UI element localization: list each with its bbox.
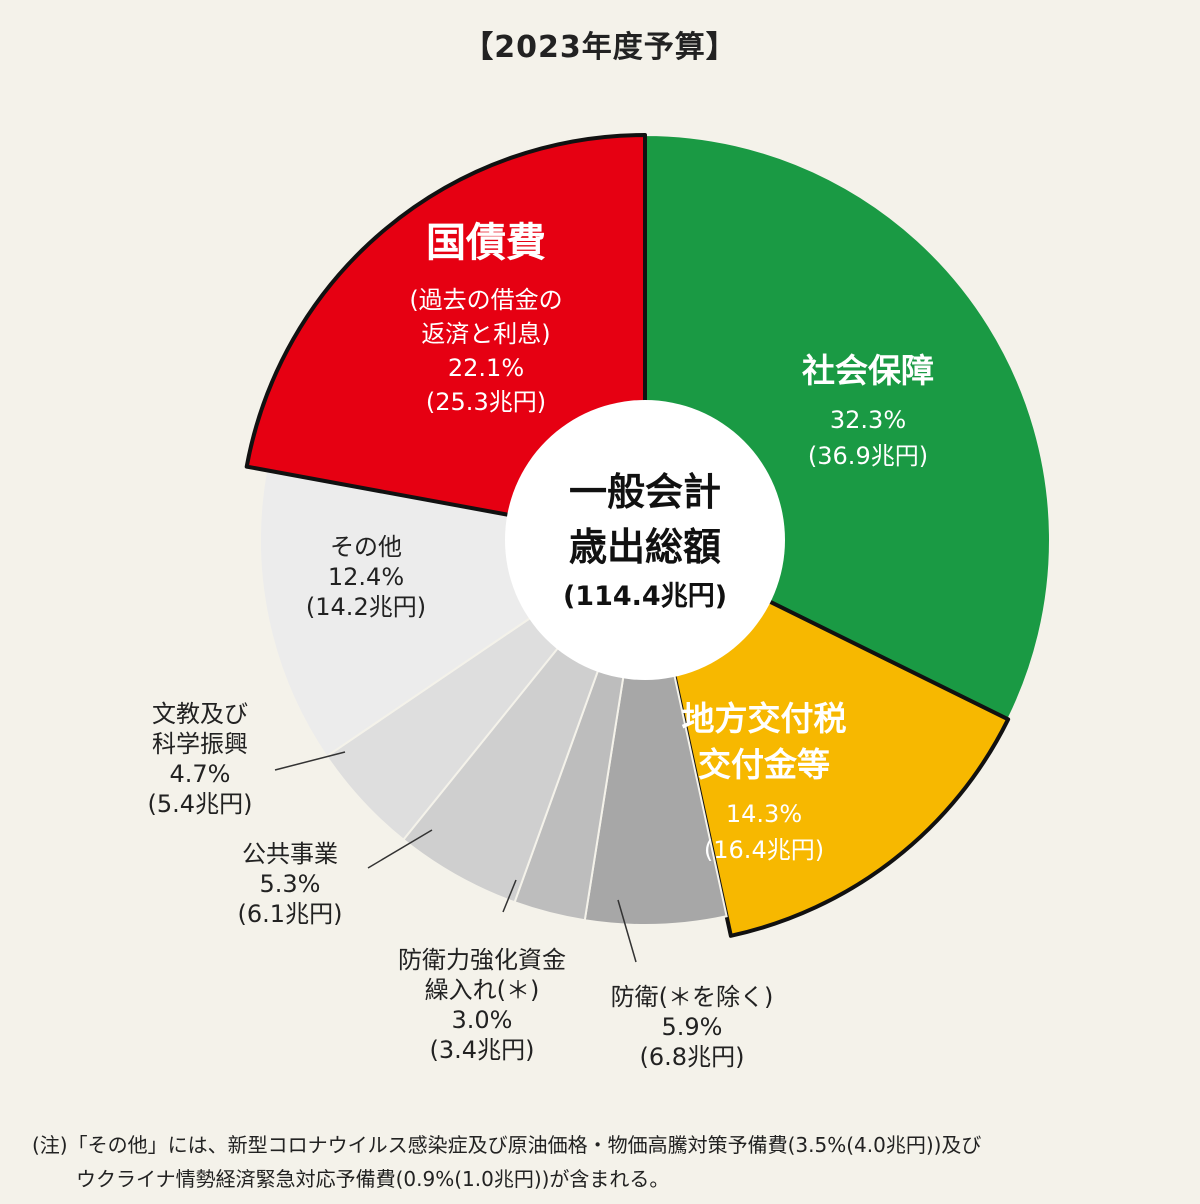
label-name-defense: 防衛(＊を除く) — [611, 983, 774, 1011]
label-name-debt: 返済と利息) — [421, 320, 550, 348]
footnote: (注)「その他」には、新型コロナウイルス感染症及び原油価格・物価高騰対策予備費(… — [32, 1128, 1182, 1196]
label-name-defense_fund: 繰入れ(＊) — [425, 976, 540, 1004]
label-amount-other: (14.2兆円) — [306, 593, 426, 621]
label-amount-public: (6.1兆円) — [238, 900, 343, 928]
label-percent-defense: 5.9% — [662, 1013, 723, 1041]
label-amount-defense_fund: (3.4兆円) — [430, 1036, 535, 1064]
footnote-line1: (注)「その他」には、新型コロナウイルス感染症及び原油価格・物価高騰対策予備費(… — [32, 1133, 982, 1157]
leader-line-defense — [617, 899, 637, 963]
center-hole — [505, 400, 785, 680]
label-amount-defense: (6.8兆円) — [640, 1043, 745, 1071]
label-percent-public: 5.3% — [260, 870, 321, 898]
label-name-other: その他 — [330, 533, 402, 561]
label-percent-education: 4.7% — [170, 760, 231, 788]
center-label-line2: 歳出総額 — [569, 525, 721, 569]
chart-title: 【2023年度予算】 — [463, 30, 737, 65]
center-label-line1: 一般会計 — [569, 470, 721, 514]
center-total: (114.4兆円) — [563, 581, 727, 612]
label-name-social: 社会保障 — [802, 351, 934, 390]
label-percent-local: 14.3% — [726, 800, 802, 828]
label-name-education: 文教及び — [152, 700, 248, 728]
label-amount-social: (36.9兆円) — [808, 442, 928, 470]
label-percent-social: 32.3% — [830, 406, 906, 434]
label-percent-other: 12.4% — [328, 563, 404, 591]
label-name-local: 地方交付税 — [682, 699, 847, 738]
leader-line-defense_fund — [502, 879, 517, 913]
label-name-education: 科学振興 — [152, 730, 248, 758]
label-amount-education: (5.4兆円) — [148, 790, 253, 818]
label-name-debt: (過去の借金の — [409, 286, 562, 314]
footnote-line2: ウクライナ情勢経済緊急対応予備費(0.9%(1.0兆円))が含まれる。 — [76, 1167, 670, 1191]
label-amount-local: (16.4兆円) — [704, 836, 824, 864]
label-amount-debt: (25.3兆円) — [426, 388, 546, 416]
label-name-local: 交付金等 — [698, 745, 830, 784]
leader-line-education — [274, 751, 346, 771]
label-percent-debt: 22.1% — [448, 354, 524, 382]
pie-chart: 一般会計 歳出総額 (114.4兆円) 社会保障 32.3% (36.9兆円) 地方交… — [148, 133, 1051, 1071]
label-name-debt: 国債費 — [426, 220, 546, 266]
leader-lines — [274, 751, 637, 963]
label-percent-defense_fund: 3.0% — [452, 1006, 513, 1034]
slice-debt — [244, 133, 647, 542]
leader-line-public — [367, 829, 433, 869]
label-name-defense_fund: 防衛力強化資金 — [398, 946, 566, 974]
slice-defense — [583, 539, 728, 926]
label-name-public: 公共事業 — [242, 840, 338, 868]
